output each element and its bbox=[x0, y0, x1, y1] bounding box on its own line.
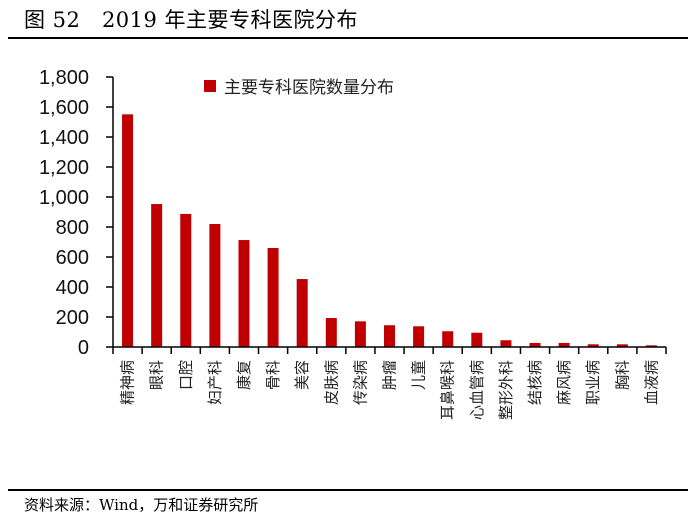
y-tick-label: 1,000 bbox=[39, 187, 89, 209]
y-tick-label: 600 bbox=[56, 247, 89, 269]
x-tick-label: 妇产科 bbox=[206, 360, 224, 405]
bar bbox=[238, 240, 250, 347]
x-tick-label: 皮肤病 bbox=[322, 360, 340, 405]
x-tick-label: 职业病 bbox=[584, 360, 602, 405]
bar bbox=[616, 344, 628, 347]
y-tick-label: 1,800 bbox=[39, 67, 89, 89]
bar bbox=[209, 224, 221, 347]
figure-label: 图 52 bbox=[24, 8, 81, 32]
x-tick-label: 胸科 bbox=[613, 360, 631, 390]
bar bbox=[558, 342, 570, 347]
x-tick-label: 骨科 bbox=[264, 360, 282, 390]
x-tick-label: 整形外科 bbox=[497, 360, 515, 420]
bar bbox=[645, 345, 657, 347]
x-tick-label: 血液病 bbox=[642, 360, 660, 405]
y-tick-label: 800 bbox=[56, 217, 89, 239]
bar bbox=[500, 340, 512, 347]
figure-title: 图 52 2019 年主要专科医院分布 bbox=[24, 4, 358, 34]
x-tick-label: 肿瘤 bbox=[381, 360, 399, 390]
legend-swatch bbox=[204, 80, 216, 92]
x-tick-label: 眼科 bbox=[148, 360, 166, 390]
y-tick-label: 0 bbox=[78, 337, 89, 359]
bar bbox=[180, 213, 192, 347]
bar bbox=[267, 248, 279, 347]
bar bbox=[325, 318, 337, 347]
x-tick-label: 结核病 bbox=[526, 360, 544, 405]
legend: 主要专科医院数量分布 bbox=[204, 78, 394, 98]
x-tick-label: 美容 bbox=[293, 360, 311, 390]
x-tick-label: 口腔 bbox=[177, 360, 195, 390]
x-tick-label: 麻风病 bbox=[555, 360, 573, 405]
top-divider bbox=[8, 37, 688, 39]
y-tick-label: 1,400 bbox=[39, 127, 89, 149]
bar bbox=[471, 332, 483, 347]
bar bbox=[442, 331, 454, 347]
y-tick-label: 400 bbox=[56, 277, 89, 299]
y-tick-label: 1,200 bbox=[39, 157, 89, 179]
y-tick-label: 1,600 bbox=[39, 97, 89, 119]
bar bbox=[587, 344, 599, 347]
bar bbox=[354, 321, 366, 347]
x-tick-label: 精神病 bbox=[119, 360, 137, 405]
y-axis: 0 200 400 600 800 1,000 1,200 1,400 1,600 1,800 bbox=[39, 67, 114, 359]
bottom-divider bbox=[8, 489, 688, 491]
bar bbox=[151, 204, 163, 347]
y-tick-label: 200 bbox=[56, 307, 89, 329]
chart-title: 2019 年主要专科医院分布 bbox=[101, 8, 359, 32]
x-axis: 精神病 眼科 口腔 妇产科 康复 骨科 美容 皮肤病 传染病 肿瘤 儿童 耳鼻喉科 心血管病 整形外科 结核… bbox=[112, 346, 667, 420]
x-tick-label: 康复 bbox=[235, 360, 253, 390]
legend-label: 主要专科医院数量分布 bbox=[224, 78, 394, 98]
source-note: 资料来源：Wind，万和证券研究所 bbox=[24, 496, 259, 514]
x-tick-label: 耳鼻喉科 bbox=[439, 360, 457, 420]
bar bbox=[122, 114, 134, 347]
bar-series bbox=[122, 114, 657, 347]
x-tick-label: 传染病 bbox=[351, 360, 369, 405]
bar bbox=[296, 279, 308, 347]
bar bbox=[529, 342, 541, 347]
x-tick-label: 儿童 bbox=[410, 360, 428, 390]
bar bbox=[384, 325, 395, 347]
x-tick-label: 心血管病 bbox=[468, 360, 486, 420]
bar-chart: 0 200 400 600 800 1,000 1,200 1,400 1,600 1,800 精… bbox=[39, 67, 667, 420]
bar bbox=[413, 326, 425, 347]
